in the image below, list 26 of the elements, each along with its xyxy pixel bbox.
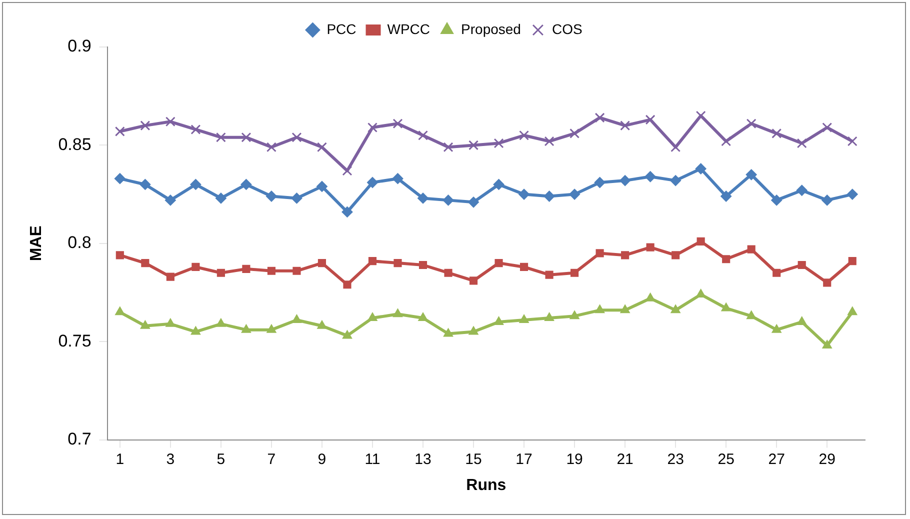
x-axis-title: Runs xyxy=(466,476,506,494)
y-tick-label: 0.75 xyxy=(58,331,92,350)
x-tick-label: 5 xyxy=(216,450,226,468)
legend-label: WPCC xyxy=(387,20,430,37)
x-tick-label: 23 xyxy=(667,450,684,468)
x-tick-label: 11 xyxy=(364,450,380,468)
y-tick-label: 0.85 xyxy=(58,134,92,154)
x-tick-label: 29 xyxy=(818,450,836,468)
legend-label: PCC xyxy=(326,20,356,37)
legend-label: COS xyxy=(552,20,582,37)
legend-label: Proposed xyxy=(461,20,521,37)
x-tick-label: 9 xyxy=(318,450,326,468)
x-tick-label: 15 xyxy=(465,450,482,468)
y-tick-label: 0.8 xyxy=(68,233,92,252)
y-axis-title: MAE xyxy=(28,225,46,262)
x-tick-label: 27 xyxy=(768,450,785,468)
x-tick-label: 1 xyxy=(116,450,124,468)
x-tick-label: 21 xyxy=(616,450,634,468)
x-tick-label: 3 xyxy=(166,450,175,468)
x-tick-label: 13 xyxy=(414,450,432,468)
x-tick-label: 25 xyxy=(718,450,734,468)
x-tick-label: 19 xyxy=(566,450,583,468)
y-tick-label: 0.7 xyxy=(68,429,92,448)
x-tick-label: 17 xyxy=(516,450,532,468)
y-tick-label: 0.9 xyxy=(68,36,92,56)
x-tick-label: 7 xyxy=(267,450,276,468)
